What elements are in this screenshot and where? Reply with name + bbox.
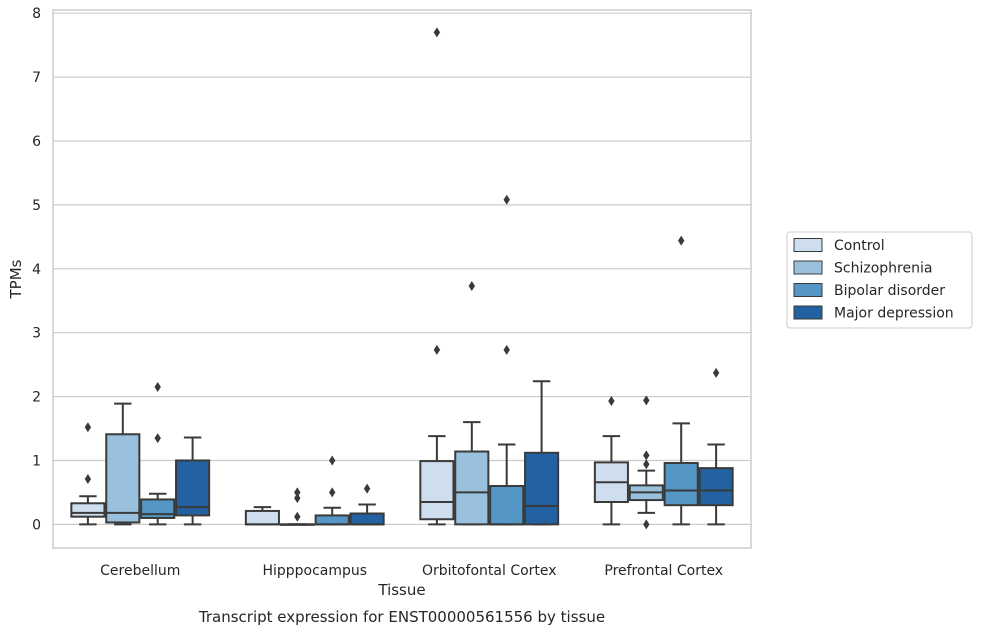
flier-point bbox=[678, 235, 685, 246]
flier-point bbox=[503, 194, 510, 205]
y-axis-label: TPMs bbox=[7, 259, 25, 299]
chart-caption: Transcript expression for ENST0000056155… bbox=[198, 608, 605, 626]
legend: Control Schizophrenia Bipolar disorder Majo… bbox=[786, 231, 973, 329]
box-1-2 bbox=[314, 455, 350, 526]
flier-point bbox=[643, 395, 650, 406]
flier-point bbox=[294, 493, 301, 504]
x-tick-label-3: Prefrontal Cortex bbox=[604, 563, 723, 579]
box-0-0 bbox=[70, 422, 106, 526]
y-tick-label-1: 1 bbox=[32, 453, 41, 469]
y-tick-label-5: 5 bbox=[32, 198, 41, 214]
gridlines bbox=[53, 12, 751, 525]
box-body bbox=[70, 502, 106, 518]
legend-swatch-3 bbox=[793, 305, 823, 320]
box-body bbox=[105, 433, 141, 524]
legend-frame bbox=[786, 231, 973, 329]
box-body bbox=[244, 509, 280, 526]
flier-point bbox=[363, 483, 371, 494]
box-0-3 bbox=[175, 436, 211, 526]
flier-point bbox=[643, 450, 650, 461]
box-groups bbox=[70, 27, 734, 530]
flier-point bbox=[329, 455, 336, 466]
y-tick-label-7: 7 bbox=[32, 70, 41, 86]
box-0-2 bbox=[140, 381, 176, 526]
box-3-3 bbox=[698, 367, 734, 526]
box-body bbox=[349, 512, 385, 526]
flier-point bbox=[608, 396, 615, 407]
box-body bbox=[140, 498, 176, 519]
flier-point bbox=[154, 433, 161, 444]
flier-point bbox=[84, 473, 92, 484]
box-2-0 bbox=[419, 27, 455, 526]
y-tick-label-8: 8 bbox=[32, 6, 41, 22]
box-2-3 bbox=[524, 380, 560, 526]
box-body bbox=[419, 460, 455, 521]
legend-label-1: Schizophrenia bbox=[834, 261, 932, 277]
x-axis-ticks: Cerebellum Hipppocampus Orbitofontal Corte… bbox=[100, 563, 723, 579]
flier-point bbox=[468, 281, 475, 292]
flier-point bbox=[712, 367, 720, 378]
box-1-3 bbox=[349, 483, 385, 526]
box-body bbox=[698, 467, 734, 507]
legend-label-3: Major depression bbox=[834, 306, 954, 322]
legend-swatch-2 bbox=[793, 283, 823, 297]
flier-point bbox=[294, 511, 301, 522]
flier-point bbox=[433, 344, 441, 355]
flier-point bbox=[294, 487, 301, 498]
x-axis-label: Tissue bbox=[377, 581, 425, 599]
box-body bbox=[663, 462, 699, 507]
y-tick-label-3: 3 bbox=[32, 326, 41, 342]
box-3-1 bbox=[628, 395, 664, 530]
flier-point bbox=[84, 422, 92, 433]
flier-point bbox=[329, 487, 336, 498]
flier-point bbox=[643, 519, 650, 530]
box-1-0 bbox=[244, 506, 280, 526]
legend-label-2: Bipolar disorder bbox=[834, 283, 945, 299]
flier-point bbox=[433, 27, 441, 38]
box-body bbox=[314, 514, 350, 526]
legend-swatch-1 bbox=[793, 260, 823, 275]
box-body bbox=[454, 450, 490, 526]
flier-point bbox=[643, 459, 650, 470]
box-3-2 bbox=[663, 235, 699, 526]
y-tick-label-0: 0 bbox=[32, 517, 41, 533]
x-tick-label-1: Hipppocampus bbox=[262, 563, 367, 579]
box-body bbox=[524, 451, 560, 526]
box-0-1 bbox=[105, 402, 141, 526]
box-1-1 bbox=[279, 487, 315, 526]
flier-point bbox=[154, 381, 161, 392]
flier-point bbox=[503, 344, 510, 355]
x-tick-label-2: Orbitofontal Cortex bbox=[422, 563, 557, 579]
y-axis-ticks: 0 1 2 3 4 5 6 7 8 bbox=[32, 6, 41, 533]
box-body bbox=[489, 485, 525, 526]
box-3-0 bbox=[593, 396, 629, 526]
y-tick-label-6: 6 bbox=[32, 134, 41, 150]
plot-area-frame bbox=[52, 9, 752, 549]
legend-label-0: Control bbox=[834, 238, 885, 254]
y-tick-label-4: 4 bbox=[32, 262, 41, 278]
box-2-2 bbox=[489, 194, 525, 526]
box-2-1 bbox=[454, 281, 490, 526]
x-tick-label-0: Cerebellum bbox=[100, 563, 180, 579]
y-tick-label-2: 2 bbox=[32, 390, 41, 406]
legend-swatch-0 bbox=[793, 238, 823, 252]
